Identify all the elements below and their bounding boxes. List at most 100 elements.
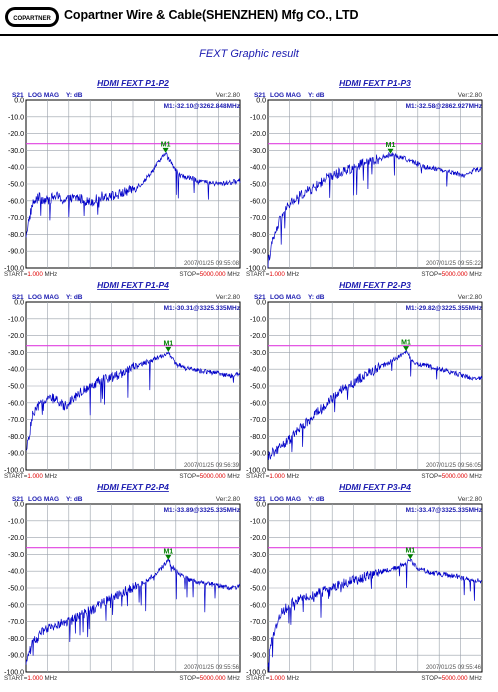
y-tick-label: 0.0 bbox=[256, 300, 266, 307]
y-tick-label: -90.0 bbox=[250, 451, 266, 458]
y-tick-label: -50.0 bbox=[8, 384, 24, 391]
start-readout: START=1.000 MHz bbox=[246, 473, 299, 480]
marker-m1 bbox=[407, 554, 414, 560]
format-label: LOG MAG bbox=[28, 294, 59, 301]
y-tick-label: -70.0 bbox=[8, 215, 24, 222]
page-subtitle: FEXT Graphic result bbox=[199, 48, 299, 60]
y-tick-label: -10.0 bbox=[8, 518, 24, 525]
y-tick-label: -10.0 bbox=[250, 114, 266, 121]
y-tick-label: -100.0 bbox=[4, 266, 24, 273]
trace-line bbox=[267, 151, 482, 268]
y-tick-label: -20.0 bbox=[8, 131, 24, 138]
marker-readout: M1:-30.31@3325.335MHz bbox=[164, 305, 241, 312]
y-tick-label: -80.0 bbox=[250, 434, 266, 441]
trace-line bbox=[25, 151, 241, 238]
marker-label: M1 bbox=[163, 340, 173, 347]
header-rule bbox=[0, 34, 498, 36]
stop-readout: STOP=5000.000 MHz bbox=[179, 675, 240, 682]
timestamp: 2007/01/25 09:55:22 bbox=[426, 261, 482, 267]
y-tick-label: 0.0 bbox=[256, 98, 266, 105]
trace-line bbox=[267, 558, 483, 673]
chart-panel: HDMI FEXT P1-P4 S21 LOG MAG Y: dB Ver:2.80 0.… bbox=[4, 280, 241, 480]
yunit-label: Y: dB bbox=[308, 294, 325, 301]
param-label: S21 bbox=[12, 294, 24, 301]
trace-line bbox=[25, 350, 240, 451]
timestamp: 2007/01/25 09:55:56 bbox=[184, 665, 240, 671]
y-tick-label: -30.0 bbox=[250, 350, 266, 357]
y-tick-label: -90.0 bbox=[8, 249, 24, 256]
y-tick-label: -40.0 bbox=[8, 165, 24, 172]
y-tick-label: -30.0 bbox=[8, 148, 24, 155]
chart-title: HDMI FEXT P1-P2 bbox=[97, 78, 169, 88]
y-tick-label: -100.0 bbox=[246, 266, 266, 273]
start-readout: START=1.000 MHz bbox=[246, 271, 299, 278]
timestamp: 2007/01/25 09:56:05 bbox=[426, 463, 482, 469]
version-label: Ver:2.80 bbox=[216, 92, 241, 99]
chart-panel: HDMI FEXT P1-P3 S21 LOG MAG Y: dB Ver:2.80 0.… bbox=[246, 78, 483, 278]
y-tick-label: -20.0 bbox=[8, 535, 24, 542]
chart-title: HDMI FEXT P3-P4 bbox=[339, 482, 411, 492]
timestamp: 2007/01/25 09:55:46 bbox=[426, 665, 482, 671]
y-tick-label: -40.0 bbox=[8, 569, 24, 576]
param-label: S21 bbox=[254, 294, 266, 301]
y-tick-label: -100.0 bbox=[246, 468, 266, 475]
y-tick-label: -40.0 bbox=[8, 367, 24, 374]
y-tick-label: -30.0 bbox=[8, 552, 24, 559]
chart-title: HDMI FEXT P1-P3 bbox=[339, 78, 411, 88]
yunit-label: Y: dB bbox=[66, 496, 83, 503]
version-label: Ver:2.80 bbox=[216, 496, 241, 503]
company-logo: COPARTNER bbox=[5, 7, 59, 27]
trace-line bbox=[25, 558, 241, 665]
y-tick-label: -50.0 bbox=[250, 384, 266, 391]
format-label: LOG MAG bbox=[28, 92, 59, 99]
stop-readout: STOP=5000.000 MHz bbox=[179, 473, 240, 480]
y-tick-label: -60.0 bbox=[8, 198, 24, 205]
y-tick-label: -70.0 bbox=[250, 215, 266, 222]
logo-text: COPARTNER bbox=[13, 16, 51, 22]
stop-readout: STOP=5000.000 MHz bbox=[421, 675, 482, 682]
format-label: LOG MAG bbox=[270, 294, 301, 301]
y-tick-label: 0.0 bbox=[14, 98, 24, 105]
marker-m1 bbox=[165, 554, 172, 560]
y-tick-label: -80.0 bbox=[250, 636, 266, 643]
y-tick-label: -100.0 bbox=[4, 670, 24, 677]
y-tick-label: -20.0 bbox=[250, 333, 266, 340]
format-label: LOG MAG bbox=[270, 496, 301, 503]
start-readout: START=1.000 MHz bbox=[4, 473, 57, 480]
y-tick-label: -90.0 bbox=[8, 653, 24, 660]
trace-line bbox=[267, 350, 483, 461]
y-tick-label: -90.0 bbox=[250, 653, 266, 660]
marker-readout: M1:-32.10@3262.848MHz bbox=[164, 103, 241, 110]
yunit-label: Y: dB bbox=[66, 92, 83, 99]
y-tick-label: -80.0 bbox=[250, 232, 266, 239]
company-name: Copartner Wire & Cable(SHENZHEN) Mfg CO.… bbox=[64, 8, 359, 22]
marker-label: M1 bbox=[163, 548, 173, 555]
y-tick-label: -70.0 bbox=[250, 619, 266, 626]
y-tick-label: -90.0 bbox=[250, 249, 266, 256]
param-label: S21 bbox=[254, 496, 266, 503]
chart-panel: HDMI FEXT P2-P3 S21 LOG MAG Y: dB Ver:2.80 0.… bbox=[246, 280, 483, 480]
yunit-label: Y: dB bbox=[308, 92, 325, 99]
y-tick-label: -20.0 bbox=[8, 333, 24, 340]
chart-panel: HDMI FEXT P3-P4 S21 LOG MAG Y: dB Ver:2.80 0.… bbox=[246, 482, 483, 682]
y-tick-label: -60.0 bbox=[250, 400, 266, 407]
y-tick-label: -10.0 bbox=[8, 114, 24, 121]
marker-readout: M1:-33.47@3325.335MHz bbox=[406, 507, 483, 514]
stop-readout: STOP=5000.000 MHz bbox=[421, 271, 482, 278]
y-tick-label: -50.0 bbox=[250, 182, 266, 189]
y-tick-label: -100.0 bbox=[4, 468, 24, 475]
y-tick-label: -10.0 bbox=[250, 316, 266, 323]
y-tick-label: -100.0 bbox=[246, 670, 266, 677]
chart-title: HDMI FEXT P1-P4 bbox=[97, 280, 169, 290]
marker-label: M1 bbox=[405, 548, 415, 555]
version-label: Ver:2.80 bbox=[216, 294, 241, 301]
y-tick-label: -40.0 bbox=[250, 367, 266, 374]
param-label: S21 bbox=[12, 92, 24, 99]
marker-label: M1 bbox=[386, 142, 396, 149]
version-label: Ver:2.80 bbox=[458, 496, 483, 503]
version-label: Ver:2.80 bbox=[458, 92, 483, 99]
param-label: S21 bbox=[254, 92, 266, 99]
start-readout: START=1.000 MHz bbox=[246, 675, 299, 682]
y-tick-label: -50.0 bbox=[250, 586, 266, 593]
